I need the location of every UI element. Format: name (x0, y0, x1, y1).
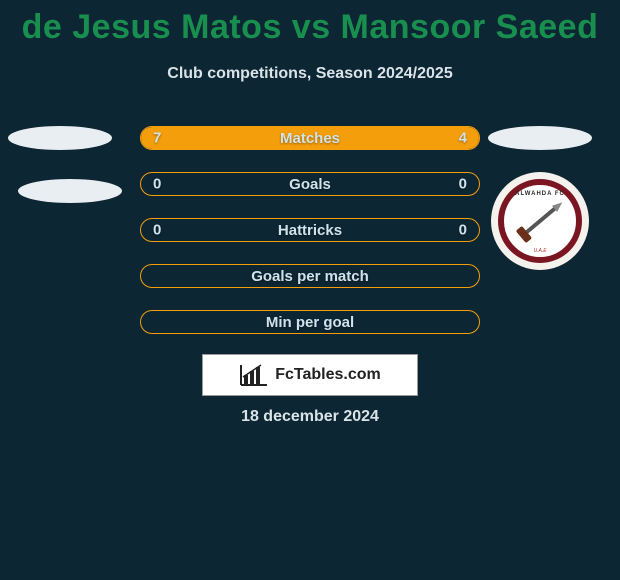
page-subtitle: Club competitions, Season 2024/2025 (0, 65, 620, 83)
stat-value-right: 4 (459, 130, 467, 147)
left-club-ellipse-1 (8, 126, 112, 150)
page-title: de Jesus Matos vs Mansoor Saeed (0, 0, 620, 47)
date-label: 18 december 2024 (0, 408, 620, 426)
stat-value-left: 0 (153, 176, 161, 193)
stat-row: 0 0 Hattricks (140, 218, 480, 242)
stat-value-right: 0 (459, 222, 467, 239)
stat-value-left: 0 (153, 222, 161, 239)
stat-label: Goals per match (251, 268, 369, 285)
badge-bottom-text: U.A.E (533, 248, 546, 254)
stat-label: Goals (289, 176, 331, 193)
badge-ring: ALWAHDA FC U.A.E (498, 179, 582, 263)
stat-value-right: 0 (459, 176, 467, 193)
stat-row: 0 0 Goals (140, 172, 480, 196)
bar-chart-icon (239, 363, 269, 387)
stat-label: Hattricks (278, 222, 342, 239)
stat-value-left: 7 (153, 130, 161, 147)
stat-row: Min per goal (140, 310, 480, 334)
stat-label: Matches (280, 130, 340, 147)
watermark: FcTables.com (202, 354, 418, 396)
right-club-badge: ALWAHDA FC U.A.E (491, 172, 589, 270)
stats-table: 7 4 Matches 0 0 Goals 0 0 Hattricks Goals per mat… (140, 126, 480, 356)
left-club-ellipse-2 (18, 179, 122, 203)
right-club-ellipse (488, 126, 592, 150)
stat-row: 7 4 Matches (140, 126, 480, 150)
badge-top-text: ALWAHDA FC (515, 191, 565, 197)
stat-row: Goals per match (140, 264, 480, 288)
watermark-text: FcTables.com (275, 366, 381, 384)
badge-sword-icon (523, 206, 558, 236)
stat-label: Min per goal (266, 314, 354, 331)
